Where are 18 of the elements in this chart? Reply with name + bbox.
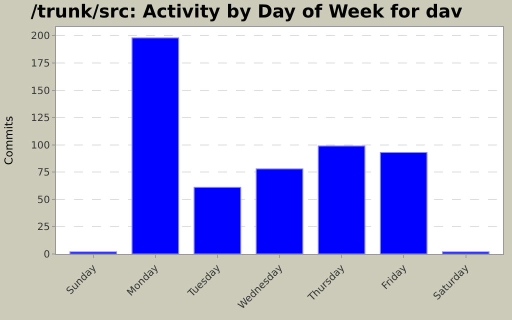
bar [442,251,490,254]
y-axis-title: Commits [2,116,16,165]
y-tick-label: 125 [30,113,50,124]
y-tick-label: 0 [44,250,50,260]
bar [132,37,180,254]
bar [380,152,428,254]
y-tick-label: 175 [30,58,50,70]
bar [69,251,118,254]
y-tick-label: 100 [30,140,50,152]
y-tick-label: 200 [30,31,50,42]
y-tick-label: 25 [37,222,50,234]
bar [318,145,366,254]
y-tick-label: 50 [37,194,50,206]
bar [194,186,242,254]
y-tick-label: 150 [30,86,50,97]
y-tick-label: 75 [37,168,50,179]
bar [256,168,304,254]
chart-title: /trunk/src: Activity by Day of Week for dav [30,1,463,22]
